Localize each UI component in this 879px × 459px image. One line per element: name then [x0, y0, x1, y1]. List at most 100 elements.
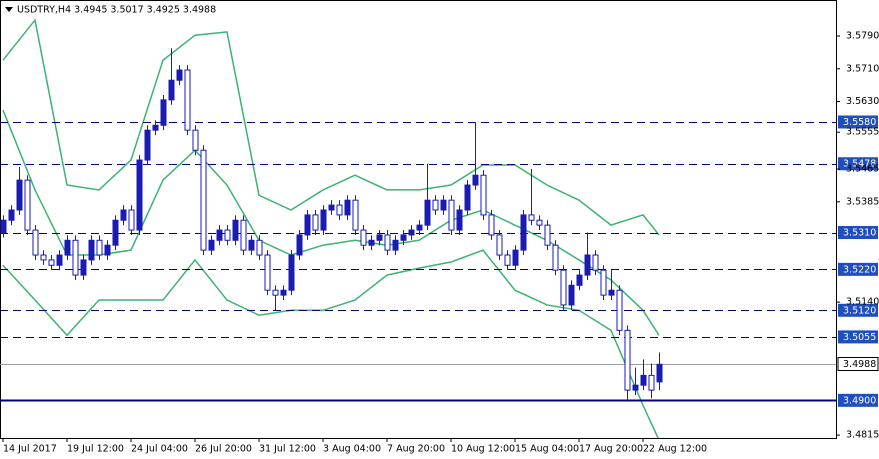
level-label: 3.5055 — [843, 332, 876, 343]
candle-body — [608, 289, 615, 296]
candle-body — [144, 129, 151, 161]
plot-area — [0, 18, 836, 438]
candle-body — [408, 229, 415, 236]
candle-body — [296, 234, 303, 256]
candle-body — [256, 239, 263, 256]
x-tick-label: 7 Aug 20:00 — [387, 444, 445, 455]
x-tick-label: 19 Jul 12:00 — [67, 444, 124, 455]
candle-body — [8, 209, 15, 221]
candle-body — [600, 269, 607, 296]
candle-body — [424, 199, 431, 226]
candle-body — [264, 254, 271, 291]
level-label: 3.5120 — [843, 305, 876, 316]
level-label-box — [838, 115, 878, 129]
candle-body — [456, 209, 463, 231]
level-label-box — [838, 262, 878, 276]
chart-title: USDTRY,H4 3.4945 3.5017 3.4925 3.4988 — [17, 5, 216, 16]
candle-body — [368, 239, 375, 246]
x-tick-label: 22 Aug 12:00 — [643, 444, 707, 455]
candle-body — [280, 289, 287, 296]
candle-body — [200, 149, 207, 251]
candle-body — [448, 199, 455, 231]
level-label: 3.5580 — [843, 117, 876, 128]
candle-body — [392, 239, 399, 251]
candle-body — [568, 284, 575, 306]
candle-body — [56, 254, 63, 266]
candle-body — [400, 234, 407, 241]
candle-body — [496, 234, 503, 256]
candle-body — [120, 209, 127, 221]
y-tick-label: 3.5790 — [846, 31, 879, 42]
bollinger-band — [2, 18, 660, 236]
candle-body — [344, 199, 351, 216]
candle-body — [192, 129, 199, 151]
candle-body — [224, 229, 231, 241]
candle-body — [632, 384, 639, 391]
candle-body — [328, 204, 335, 211]
x-tick-label: 26 Jul 20:00 — [195, 444, 252, 455]
candle-body — [480, 174, 487, 216]
candle-body — [320, 209, 327, 231]
y-tick-label: 3.5140 — [846, 297, 879, 308]
candle-body — [544, 224, 551, 246]
candle-body — [80, 259, 87, 276]
level-label-box — [838, 330, 878, 344]
x-tick-label: 10 Aug 12:00 — [451, 444, 515, 455]
x-tick-label: 15 Aug 04:00 — [515, 444, 579, 455]
y-tick-label: 3.5630 — [846, 96, 879, 107]
price-label-box — [837, 357, 879, 371]
candle-body — [24, 179, 31, 231]
candle-body — [336, 204, 343, 216]
x-tick-label: 14 Jul 2017 — [3, 444, 57, 455]
candle-body — [304, 214, 311, 236]
x-tick-label: 24 Jul 04:00 — [131, 444, 188, 455]
candle-body — [384, 234, 391, 251]
candle-body — [584, 254, 591, 276]
candle-body — [160, 99, 167, 126]
candle-body — [592, 254, 599, 271]
candle-body — [232, 219, 239, 241]
candle-body — [152, 124, 159, 131]
candle-body — [16, 179, 23, 211]
candle-body — [184, 69, 191, 131]
candle-body — [96, 239, 103, 256]
price-label: 3.4988 — [843, 359, 876, 370]
candle-body — [416, 224, 423, 231]
menu-triangle — [5, 7, 13, 12]
candle-body — [48, 259, 55, 266]
candle-body — [656, 363, 663, 383]
candle-body — [352, 199, 359, 231]
candle-body — [0, 219, 7, 234]
candle-body — [72, 239, 79, 276]
candle-body — [32, 229, 39, 256]
candle-body — [208, 239, 215, 251]
y-tick-label: 3.5385 — [846, 196, 879, 207]
candle-body — [648, 374, 655, 391]
level-label-box — [838, 303, 878, 317]
candle-body — [248, 239, 255, 251]
y-tick-label: 3.5465 — [846, 164, 879, 175]
level-label: 3.5478 — [843, 159, 876, 170]
candle-body — [312, 214, 319, 231]
candle-body — [288, 254, 295, 291]
candle-body — [176, 69, 183, 81]
candle-body — [512, 249, 519, 266]
candle-body — [168, 79, 175, 101]
candle-body — [488, 214, 495, 236]
overlay: 3.5580 3.5478 3.5310 3.5220 3.5120 3.5055 3.49… — [837, 115, 879, 407]
candle-body — [88, 239, 95, 261]
candle-body — [504, 254, 511, 266]
x-tick-label: 3 Aug 04:00 — [323, 444, 381, 455]
candle-body — [128, 209, 135, 231]
candle-body — [360, 229, 367, 246]
candle-body — [432, 199, 439, 211]
level-label: 3.5310 — [843, 228, 876, 239]
candle-body — [136, 159, 143, 231]
candle-body — [576, 274, 583, 286]
level-label: 3.4900 — [843, 395, 876, 406]
candle-body — [536, 219, 543, 226]
candle-body — [464, 184, 471, 211]
y-tick-label: 3.5710 — [846, 63, 879, 74]
candle-body — [376, 234, 383, 241]
